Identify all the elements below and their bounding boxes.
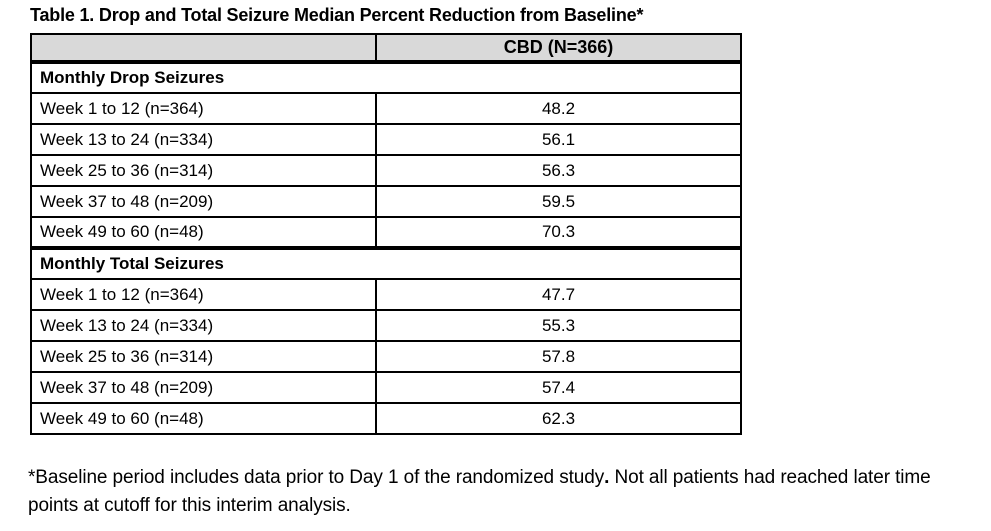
row-value: 59.5 — [375, 185, 742, 218]
table-header-row: CBD (N=366) — [30, 33, 742, 64]
table-row: Week 1 to 12 (n=364) 48.2 — [30, 92, 742, 125]
header-empty-cell — [30, 33, 377, 64]
row-label: Week 1 to 12 (n=364) — [30, 278, 377, 311]
table-title: Table 1. Drop and Total Seizure Median P… — [30, 5, 644, 25]
table-row: Week 25 to 36 (n=314) 57.8 — [30, 340, 742, 373]
row-label: Week 37 to 48 (n=209) — [30, 371, 377, 404]
footnote: *Baseline period includes data prior to … — [28, 464, 980, 520]
row-label: Week 49 to 60 (n=48) — [30, 216, 377, 249]
section-label: Monthly Total Seizures — [30, 246, 742, 280]
row-label: Week 13 to 24 (n=334) — [30, 309, 377, 342]
row-label: Week 13 to 24 (n=334) — [30, 123, 377, 156]
seizure-reduction-table: CBD (N=366) Monthly Drop Seizures Week 1… — [30, 33, 742, 435]
table-row: Week 37 to 48 (n=209) 59.5 — [30, 185, 742, 218]
section-header-drop-seizures: Monthly Drop Seizures — [30, 60, 742, 94]
row-label: Week 25 to 36 (n=314) — [30, 340, 377, 373]
row-value: 62.3 — [375, 402, 742, 435]
row-value: 57.8 — [375, 340, 742, 373]
table-row: Week 1 to 12 (n=364) 47.7 — [30, 278, 742, 311]
table-row: Week 13 to 24 (n=334) 55.3 — [30, 309, 742, 342]
footnote-bold-period: . — [604, 467, 610, 488]
table-row: Week 13 to 24 (n=334) 56.1 — [30, 123, 742, 156]
row-label: Week 1 to 12 (n=364) — [30, 92, 377, 125]
section-header-total-seizures: Monthly Total Seizures — [30, 246, 742, 280]
row-value: 55.3 — [375, 309, 742, 342]
row-value: 47.7 — [375, 278, 742, 311]
footnote-text-part1: *Baseline period includes data prior to … — [28, 467, 605, 488]
row-value: 56.3 — [375, 154, 742, 187]
row-label: Week 25 to 36 (n=314) — [30, 154, 377, 187]
row-value: 48.2 — [375, 92, 742, 125]
table-row: Week 49 to 60 (n=48) 62.3 — [30, 402, 742, 435]
row-label: Week 49 to 60 (n=48) — [30, 402, 377, 435]
table-row: Week 37 to 48 (n=209) 57.4 — [30, 371, 742, 404]
row-label: Week 37 to 48 (n=209) — [30, 185, 377, 218]
header-cbd-cell: CBD (N=366) — [375, 33, 742, 64]
table-row: Week 25 to 36 (n=314) 56.3 — [30, 154, 742, 187]
section-label: Monthly Drop Seizures — [30, 60, 742, 94]
row-value: 57.4 — [375, 371, 742, 404]
row-value: 56.1 — [375, 123, 742, 156]
row-value: 70.3 — [375, 216, 742, 249]
footnote-text-part2: Not all patients had reached later time … — [28, 467, 931, 516]
table-row: Week 49 to 60 (n=48) 70.3 — [30, 216, 742, 249]
